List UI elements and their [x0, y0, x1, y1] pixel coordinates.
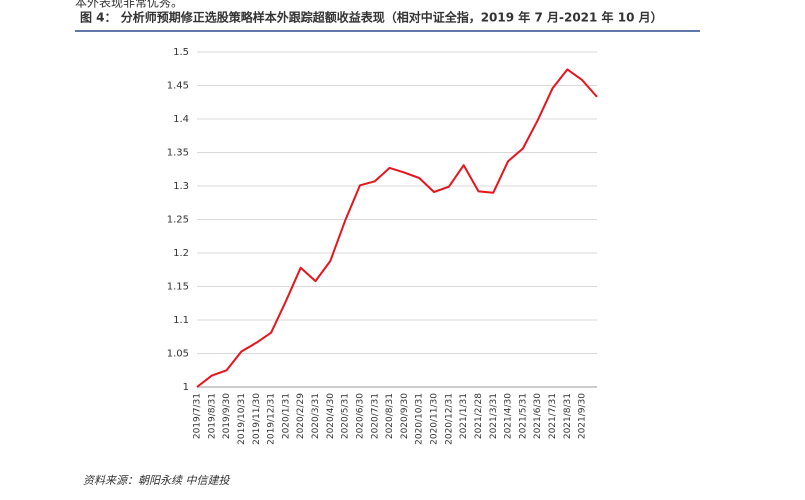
x-tick-label: 2021/6/30 [533, 393, 543, 439]
x-tick-label: 2020/12/31 [444, 393, 454, 445]
x-tick-label: 2020/10/31 [415, 393, 425, 445]
x-tick-label: 2021/7/31 [548, 393, 558, 439]
y-tick-label: 1.2 [173, 248, 189, 259]
x-tick-label: 2019/12/31 [267, 393, 277, 445]
x-tick-label: 2020/4/30 [326, 393, 336, 439]
x-tick-label: 2019/9/30 [222, 393, 232, 439]
x-tick-label: 2020/3/31 [311, 393, 321, 439]
chart-title: 图 4： 分析师预期修正选股策略样本外跟踪超额收益表现（相对中证全指，2019 … [80, 10, 663, 25]
y-tick-label: 1.35 [167, 148, 189, 159]
y-tick-label: 1.3 [173, 181, 189, 192]
line-series [196, 68, 598, 388]
x-tick-label: 2020/1/31 [281, 393, 291, 439]
x-tick-label: 2021/1/31 [459, 393, 469, 439]
x-tick-label: 2021/8/31 [563, 393, 573, 439]
x-tick-label: 2020/5/31 [341, 393, 351, 439]
y-tick-label: 1.05 [167, 349, 189, 360]
source: 资料来源：朝阳永续 中信建投 [83, 474, 230, 487]
x-tick-label: 2020/8/31 [385, 393, 395, 439]
y-tick-label: 1 [183, 382, 189, 393]
x-tick-label: 2019/7/31 [193, 393, 203, 439]
x-tick-label: 2021/4/30 [504, 393, 514, 439]
x-tick-label: 2021/5/31 [518, 393, 528, 439]
preceding-text: 本外表现非常优秀。 [75, 0, 183, 10]
y-tick-label: 1.1 [173, 315, 189, 326]
y-tick-label: 1.15 [167, 282, 189, 293]
x-tick-label: 2020/2/29 [296, 393, 306, 439]
x-tick-label: 2020/11/30 [430, 393, 440, 445]
y-tick-label: 1.25 [167, 215, 189, 226]
x-tick-label: 2021/2/28 [474, 393, 484, 439]
y-tick-label: 1.45 [167, 81, 189, 92]
x-tick-label: 2019/8/31 [207, 393, 217, 439]
x-tick-label: 2020/9/30 [400, 393, 410, 439]
x-tick-label: 2021/3/31 [489, 393, 499, 439]
y-tick-label: 1.5 [173, 47, 189, 58]
x-tick-label: 2020/7/31 [370, 393, 380, 439]
x-tick-label: 2019/11/30 [252, 393, 262, 445]
x-tick-label: 2020/6/30 [355, 393, 365, 439]
x-tick-label: 2021/9/30 [578, 393, 588, 439]
y-tick-label: 1.4 [173, 114, 189, 125]
x-tick-label: 2019/10/31 [237, 393, 247, 445]
